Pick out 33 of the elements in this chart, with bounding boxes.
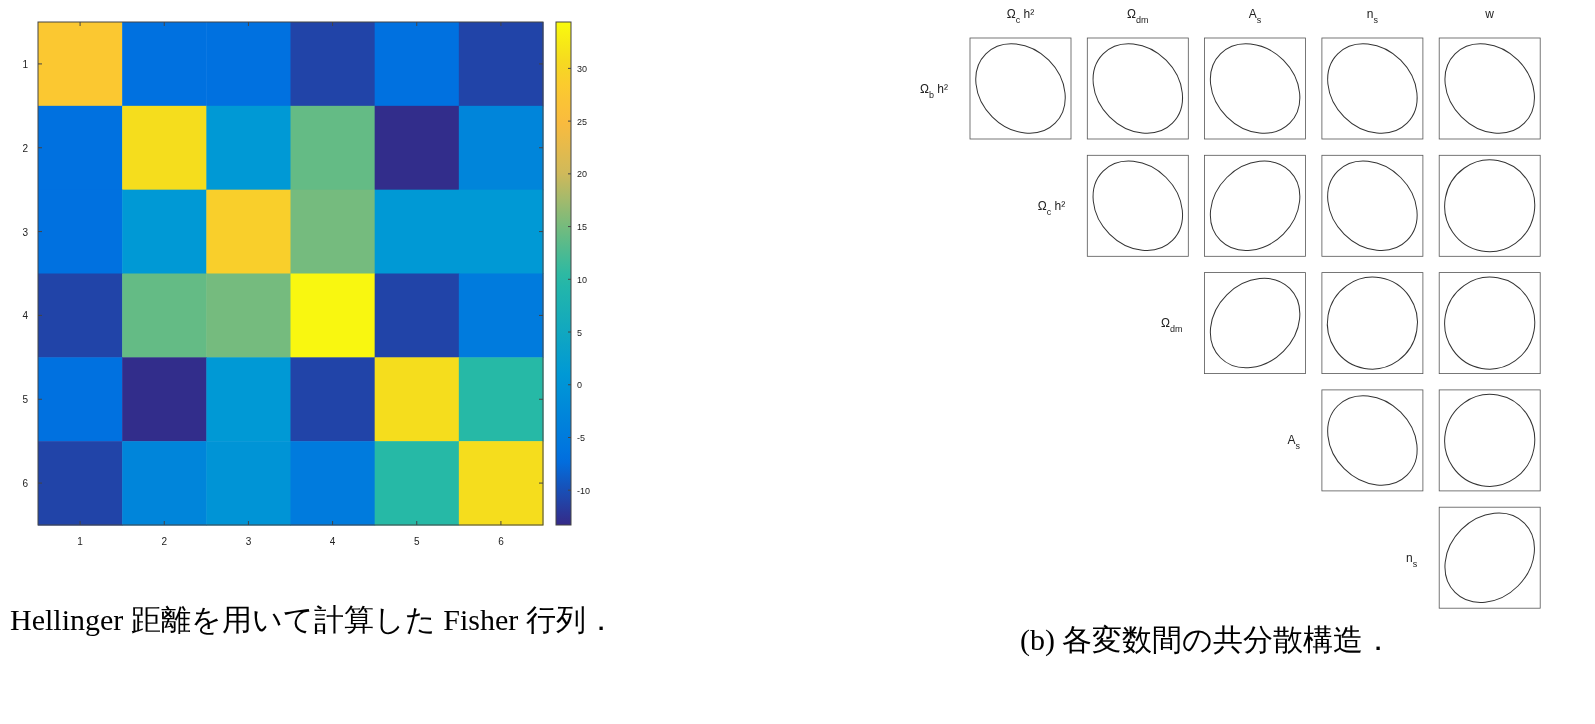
color-bar-label: -5 xyxy=(577,432,586,443)
category-label: Ω$_{dm}$ xyxy=(1127,7,1149,25)
category-label: Ω$_{c}$ h² xyxy=(1006,7,1035,25)
x-tick-label: 1 xyxy=(77,536,84,547)
color-bar-label: 0 xyxy=(577,380,583,391)
y-tick-label: 6 xyxy=(22,478,29,490)
y-tick-label: 5 xyxy=(22,394,29,406)
x-tick-label: 5 xyxy=(413,536,420,547)
text: (b) 各変数間の共分散構造． xyxy=(1020,622,1395,658)
category-label: Ω$_{c}$ h² xyxy=(1037,198,1066,217)
category-label: w xyxy=(1484,7,1495,21)
category-label: n$_{s}$ xyxy=(1406,550,1418,569)
category-label: n$_{s}$ xyxy=(1366,7,1379,25)
category-label: A$_{s}$ xyxy=(1248,7,1262,25)
y-tick-label: 3 xyxy=(22,226,29,238)
color-bar-label: 30 xyxy=(577,63,588,74)
color-bar-label: 5 xyxy=(577,327,583,338)
color-bar-label: -10 xyxy=(577,485,591,496)
x-tick-label: 6 xyxy=(498,536,505,547)
color-bar-label: 10 xyxy=(577,274,588,285)
y-tick-label: 4 xyxy=(22,310,29,322)
color-bar-label: 25 xyxy=(577,116,588,127)
category-label: Ω$_{dm}$ xyxy=(1161,316,1183,335)
text: Hellinger 距離を用いて計算した Fisher 行列． xyxy=(10,602,617,638)
x-tick-label: 4 xyxy=(329,536,336,547)
color-bar-label: 20 xyxy=(577,169,588,180)
y-tick-label: 1 xyxy=(22,58,29,70)
category-label: Ω$_{b}$ h² xyxy=(919,81,948,100)
color-bar-label: 15 xyxy=(577,222,588,233)
x-tick-label: 2 xyxy=(161,536,168,547)
category-label: A$_{s}$ xyxy=(1287,433,1300,452)
y-tick-label: 2 xyxy=(22,142,29,154)
x-tick-label: 3 xyxy=(245,536,252,547)
